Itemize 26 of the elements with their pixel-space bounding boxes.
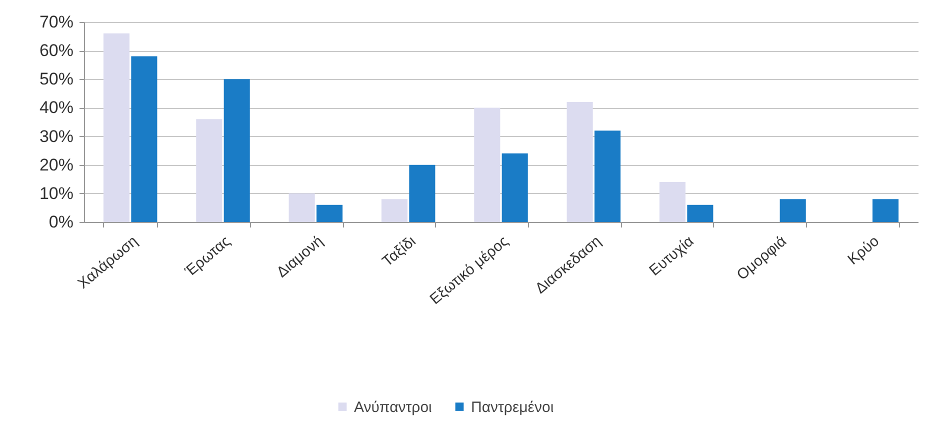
bar <box>103 33 130 222</box>
bar <box>409 164 436 222</box>
bar <box>316 204 343 222</box>
bar <box>381 199 408 222</box>
legend-label: Ανύπαντροι <box>354 398 432 416</box>
bar <box>474 108 500 222</box>
bar <box>594 130 621 222</box>
y-tick-label: 50% <box>39 70 74 89</box>
y-tick-label: 70% <box>39 12 74 32</box>
legend-label: Παντρεμένοι <box>471 398 554 416</box>
bar <box>780 199 806 222</box>
bar <box>566 102 593 222</box>
y-tick-label: 20% <box>39 155 74 174</box>
y-tick-label: 0% <box>48 212 74 232</box>
bar <box>224 79 250 222</box>
bar <box>659 182 686 222</box>
bar <box>288 193 315 222</box>
bar <box>502 153 528 222</box>
y-tick-label: 60% <box>39 41 74 60</box>
y-tick-label: 10% <box>39 184 74 203</box>
y-tick-label: 30% <box>39 126 74 146</box>
bar <box>687 204 714 222</box>
bar <box>131 56 158 222</box>
y-tick-label: 40% <box>39 98 74 118</box>
bar <box>872 199 899 222</box>
bar <box>196 119 222 222</box>
